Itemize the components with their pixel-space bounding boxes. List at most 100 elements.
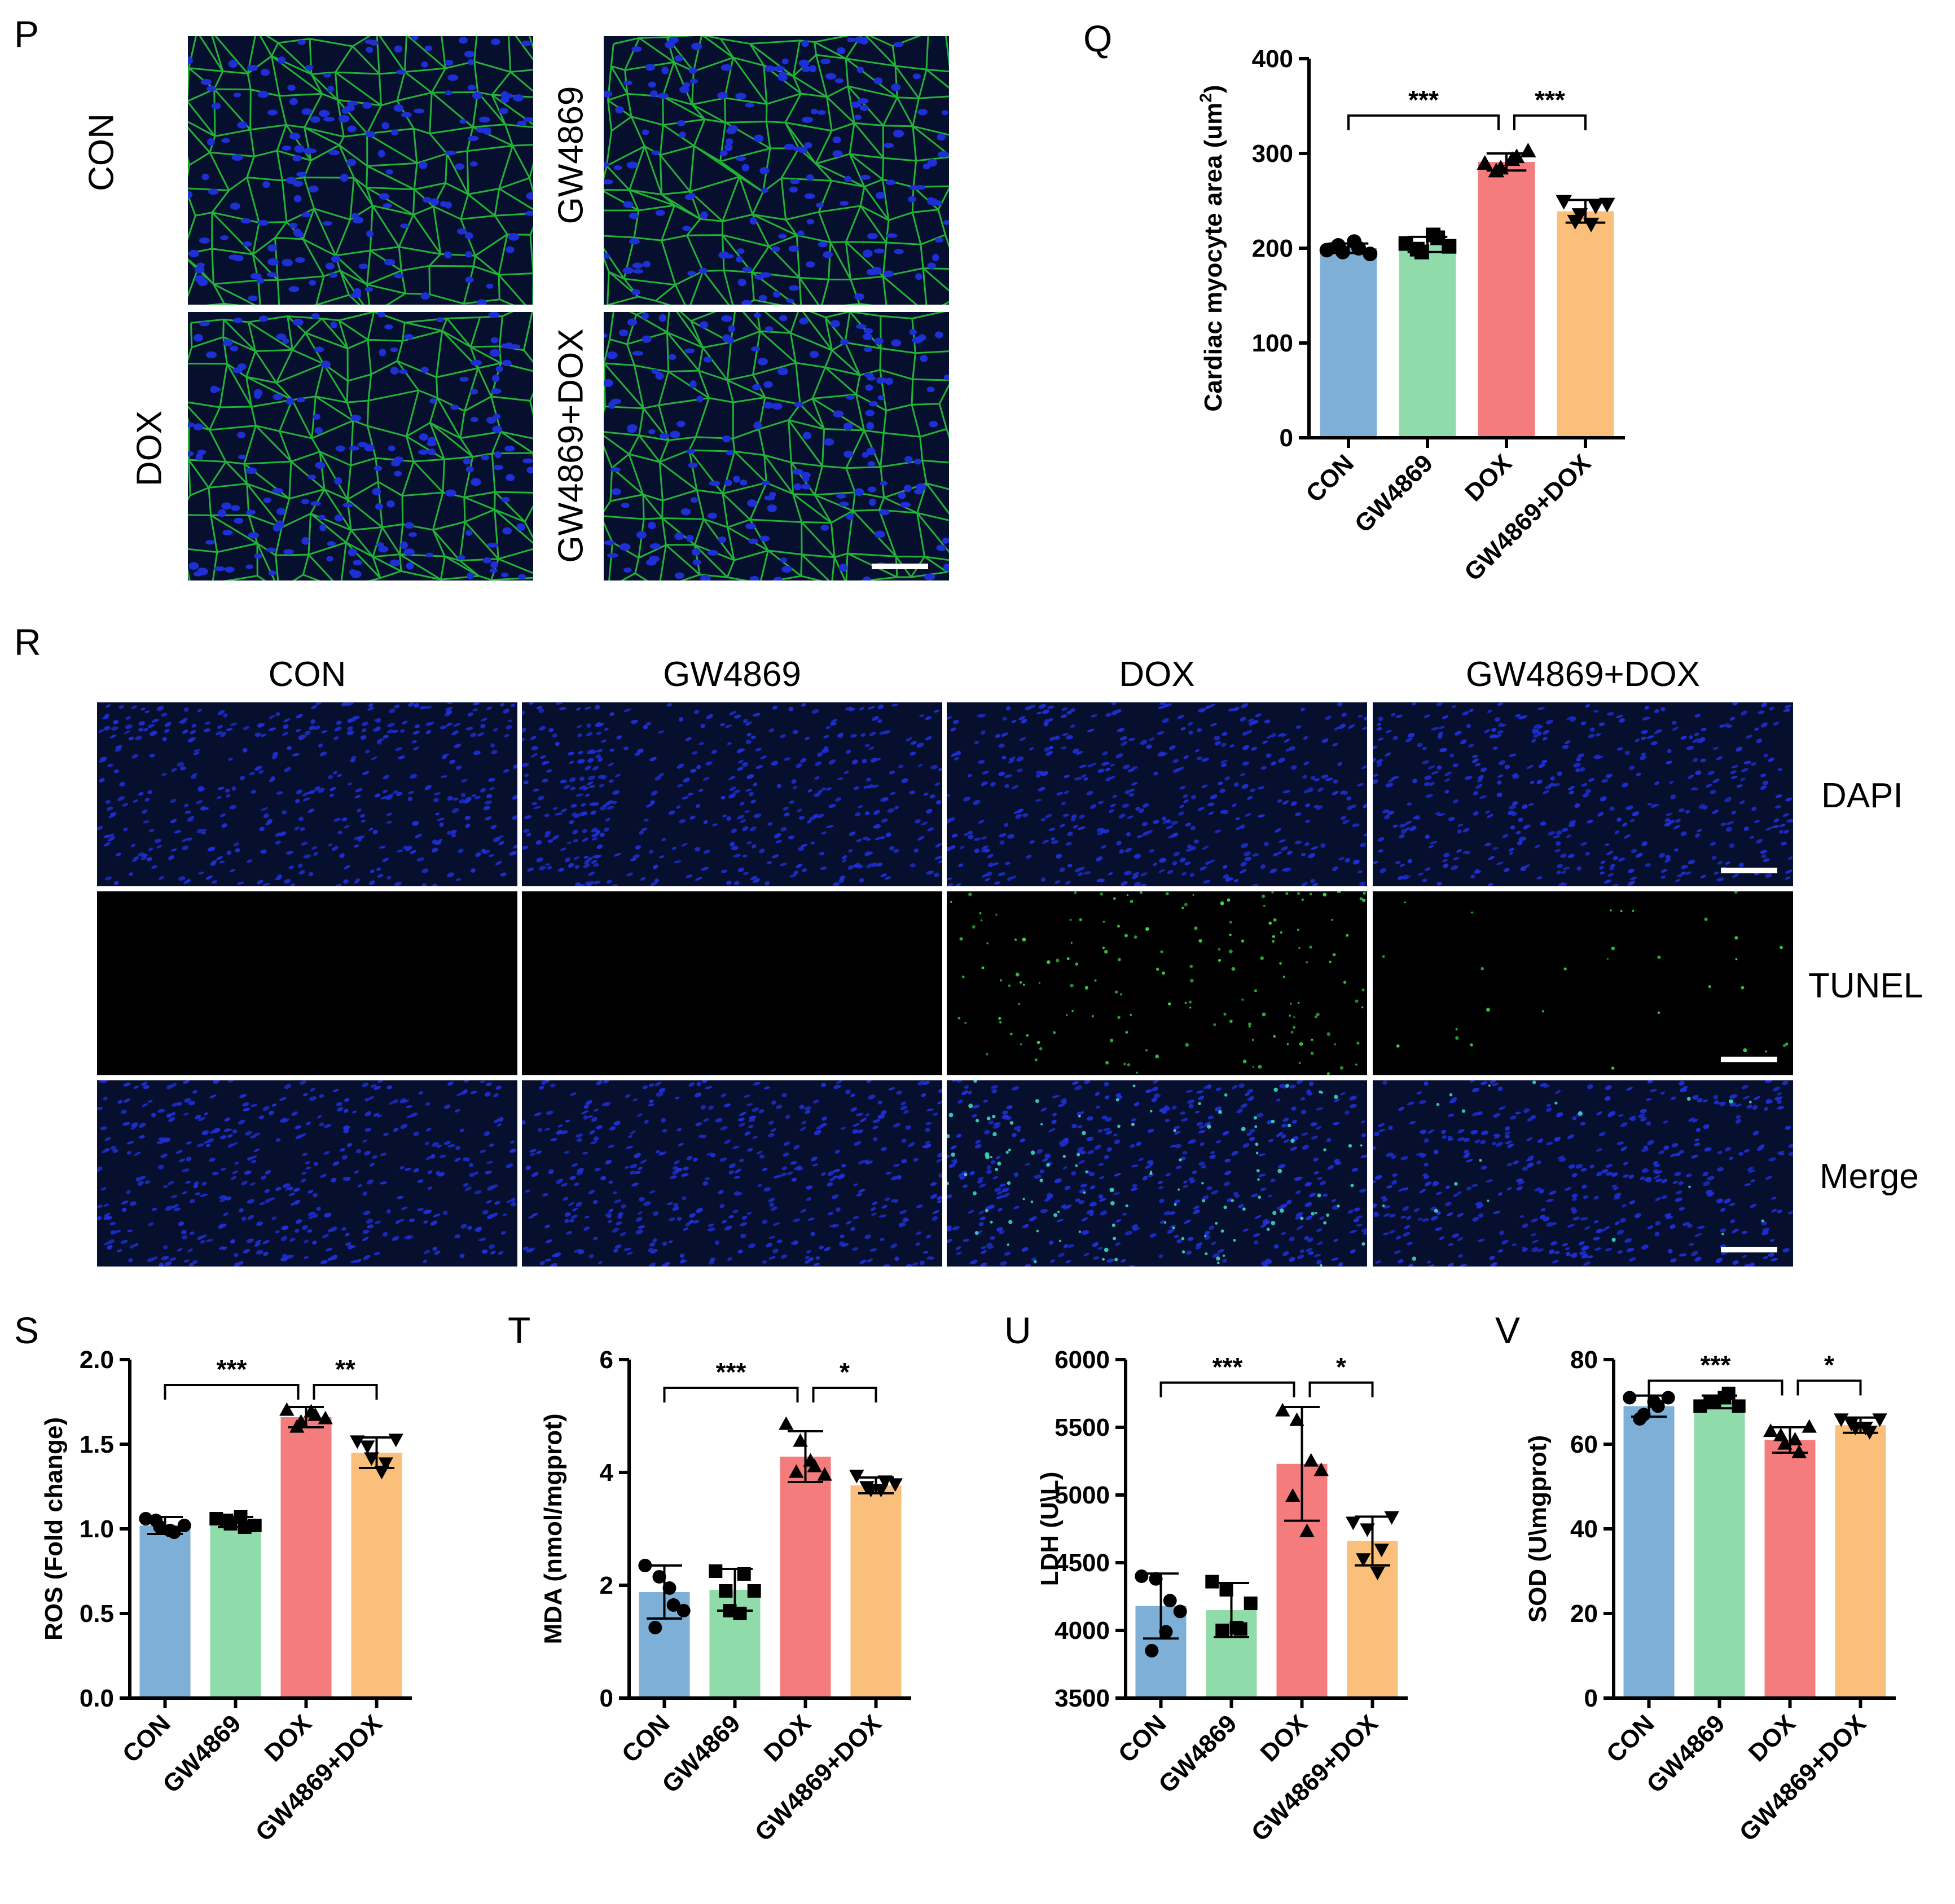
- t-sig-bracket-0: [663, 1387, 799, 1402]
- v-point-1-5: [1732, 1399, 1746, 1413]
- t-point-3-0: [849, 1470, 864, 1484]
- u-sig-label-1: *: [1336, 1352, 1346, 1382]
- q-point-2-0: [1477, 155, 1493, 170]
- u-point-1-5: [1244, 1597, 1258, 1610]
- u-point-1-0: [1205, 1575, 1219, 1589]
- u-point-1-3: [1215, 1624, 1229, 1637]
- v-error-bar-0: [1631, 1394, 1667, 1418]
- v-bar-1: [1694, 1402, 1745, 1698]
- panel-letter-p: P: [14, 13, 39, 55]
- v-x-tick-label: GW4869: [1641, 1709, 1730, 1798]
- t-x-tick-label: GW4869+DOX: [750, 1709, 887, 1846]
- v-point-0-5: [1661, 1391, 1675, 1405]
- r-dapi-gw4869: [522, 702, 942, 886]
- panel-letter-r: R: [14, 621, 41, 663]
- s-bar-3: [351, 1453, 402, 1698]
- u-point-2-2: [1303, 1453, 1319, 1467]
- s-x-tick-label: CON: [117, 1709, 176, 1768]
- v-y-tick-label: 20: [1570, 1600, 1598, 1628]
- r-row-merge: Merge: [1820, 1157, 1919, 1196]
- s-point-0-5: [177, 1519, 191, 1532]
- r-row-dapi: DAPI: [1821, 776, 1903, 815]
- u-point-3-2: [1374, 1544, 1389, 1558]
- v-point-2-1: [1777, 1436, 1793, 1450]
- u-sig-label-0: ***: [1212, 1352, 1243, 1382]
- q-point-3-5: [1599, 197, 1615, 213]
- panel-letter-v: V: [1495, 1309, 1521, 1351]
- s-point-2-0: [279, 1402, 295, 1416]
- s-point-3-5: [388, 1434, 403, 1448]
- u-y-axis-label: LDH (U\L): [1036, 1472, 1064, 1586]
- u-error-bar-3: [1355, 1515, 1390, 1567]
- t-x-tick-label: DOX: [758, 1709, 816, 1767]
- p-image-con: [188, 36, 533, 305]
- v-point-0-3: [1633, 1412, 1647, 1426]
- v-bar-3: [1835, 1425, 1886, 1698]
- q-point-3-2: [1587, 200, 1604, 214]
- s-point-0-3: [149, 1514, 163, 1527]
- s-bar-1: [210, 1522, 261, 1698]
- t-point-1-0: [709, 1564, 723, 1578]
- t-bar-2: [780, 1457, 831, 1698]
- chart-v: 0 20 40 60 80 CON GW4869 DOX GW4869+DOX SOD (U\mg…: [1518, 1343, 1947, 1901]
- q-point-0-5: [1363, 247, 1378, 262]
- u-point-0-5: [1173, 1604, 1187, 1619]
- u-x-tick-label: GW4869+DOX: [1246, 1709, 1383, 1846]
- t-x-tick-label: CON: [617, 1709, 675, 1768]
- u-error-bar-1: [1214, 1582, 1249, 1638]
- r-tunel-dox: [947, 891, 1367, 1075]
- s-y-tick-label: 1.0: [80, 1515, 114, 1543]
- r-merge-gw4869: [522, 1080, 942, 1267]
- t-point-0-3: [648, 1621, 662, 1634]
- s-point-1-3: [219, 1514, 234, 1527]
- q-x-tick-label: CON: [1301, 449, 1359, 508]
- s-error-bar-2: [288, 1406, 324, 1428]
- u-point-3-1: [1360, 1523, 1375, 1537]
- p-scale-bar: [872, 564, 928, 569]
- u-point-0-1: [1149, 1572, 1163, 1586]
- t-point-2-3: [789, 1464, 804, 1478]
- u-error-bar-2: [1284, 1406, 1320, 1522]
- v-point-3-5: [1872, 1413, 1887, 1427]
- q-point-0-4: [1347, 234, 1362, 249]
- s-sig-bracket-1: [313, 1384, 378, 1400]
- s-error-bar-3: [359, 1436, 394, 1469]
- s-point-2-4: [304, 1404, 319, 1418]
- s-point-3-1: [364, 1452, 379, 1466]
- r-dapi-dox: [947, 702, 1367, 886]
- t-error-bar-2: [788, 1430, 823, 1483]
- s-error-bar-1: [218, 1516, 253, 1528]
- s-bar-2: [280, 1417, 332, 1698]
- u-point-3-4: [1370, 1567, 1385, 1581]
- u-y-tick-label: 5000: [1055, 1481, 1110, 1509]
- v-point-2-0: [1763, 1423, 1778, 1437]
- v-point-2-5: [1802, 1419, 1817, 1433]
- v-point-3-4: [1858, 1422, 1873, 1436]
- s-y-tick-label: 2.0: [80, 1346, 114, 1374]
- q-y-tick-label: 100: [1252, 329, 1293, 357]
- r-dapi-con: [97, 702, 517, 886]
- q-point-2-4: [1504, 151, 1521, 166]
- s-sig-bracket-0: [164, 1384, 300, 1400]
- q-bar-3: [1557, 211, 1614, 438]
- t-error-bar-0: [647, 1564, 682, 1620]
- v-bar-2: [1764, 1440, 1816, 1698]
- v-point-2-3: [1773, 1427, 1789, 1441]
- r-merge-con: [97, 1080, 517, 1267]
- r-scale-bar-merge: [1721, 1247, 1777, 1252]
- t-point-2-5: [817, 1467, 832, 1481]
- panel-letter-s: S: [14, 1309, 39, 1351]
- v-error-bar-1: [1702, 1394, 1737, 1410]
- r-dapi-gw4869-dox: [1373, 702, 1793, 886]
- u-point-3-5: [1384, 1511, 1399, 1525]
- t-point-3-4: [873, 1484, 889, 1498]
- v-y-tick-label: 40: [1570, 1515, 1598, 1543]
- s-point-3-4: [374, 1466, 389, 1480]
- u-point-2-5: [1313, 1462, 1329, 1476]
- t-y-axis-label: MDA (nmol/mgprot): [539, 1414, 567, 1644]
- t-point-2-1: [793, 1433, 808, 1447]
- p-label-con: CON: [82, 113, 121, 191]
- panel-letter-t: T: [508, 1309, 531, 1351]
- t-point-0-0: [638, 1559, 652, 1572]
- q-bar-2: [1478, 162, 1535, 438]
